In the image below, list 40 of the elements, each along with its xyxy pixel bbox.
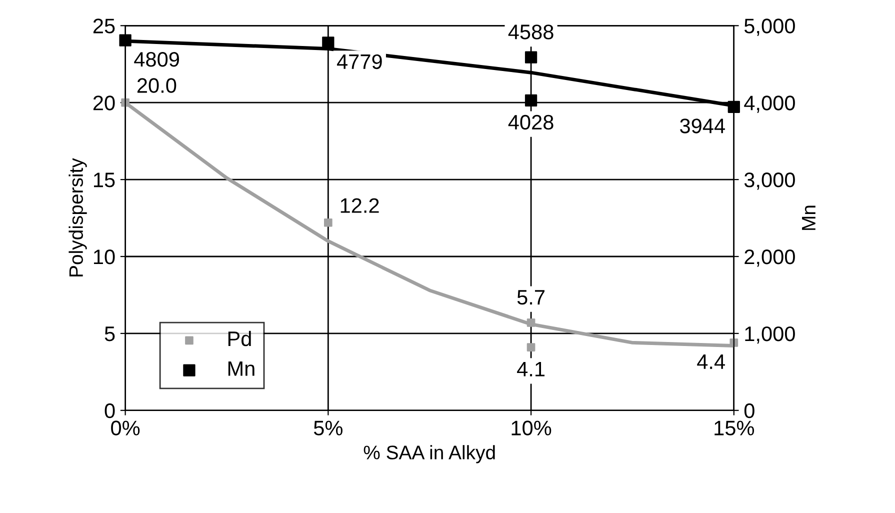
legend-label: Mn (228, 361, 254, 376)
point (322, 36, 334, 49)
x-axis-title: % SAA in Alkyd (364, 445, 495, 464)
point (324, 218, 332, 227)
data-label: 5.7 (517, 290, 544, 305)
y-tick-label: 5 (104, 326, 115, 342)
data-label: 4.4 (697, 354, 725, 369)
y-axis-title: Polydispersity (68, 158, 87, 276)
data-label: 4588 (508, 24, 554, 40)
legend-label: Pd (228, 330, 251, 346)
y-tick-label: 20 (93, 96, 115, 110)
y-tick-label: 25 (93, 18, 115, 34)
y2-tick-label: 2,000 (744, 250, 795, 267)
data-label: 4.1 (517, 362, 544, 376)
y-tick-label: 10 (94, 250, 115, 264)
x-tick-label: 0% (111, 420, 140, 436)
y2-tick-label: 0 (744, 403, 754, 418)
y2-tick-label: 4,000 (744, 96, 795, 113)
point (524, 51, 538, 64)
y-tick-label: 15 (94, 172, 115, 188)
data-label: 4809 (134, 52, 179, 67)
y2-tick-label: 5,000 (744, 18, 795, 36)
point (728, 100, 740, 113)
x-tick-label: 5% (314, 420, 342, 436)
point (526, 318, 536, 327)
y-tick-label: 0 (104, 403, 115, 418)
x-tick-label: 15% (714, 420, 754, 436)
point (524, 94, 538, 107)
data-label: 3944 (680, 118, 725, 134)
data-label: 4028 (508, 114, 554, 130)
data-label: 20.0 (137, 78, 176, 93)
point (730, 338, 738, 347)
y2-axis-title: Mn (802, 206, 816, 230)
point (119, 34, 132, 46)
x-tick-label: 10% (512, 420, 552, 436)
y2-tick-label: 1,000 (745, 326, 795, 344)
point (526, 343, 536, 352)
data-label: 4779 (336, 54, 382, 70)
data-label: 12.2 (340, 198, 379, 213)
y2-tick-label: 3,000 (744, 172, 795, 190)
